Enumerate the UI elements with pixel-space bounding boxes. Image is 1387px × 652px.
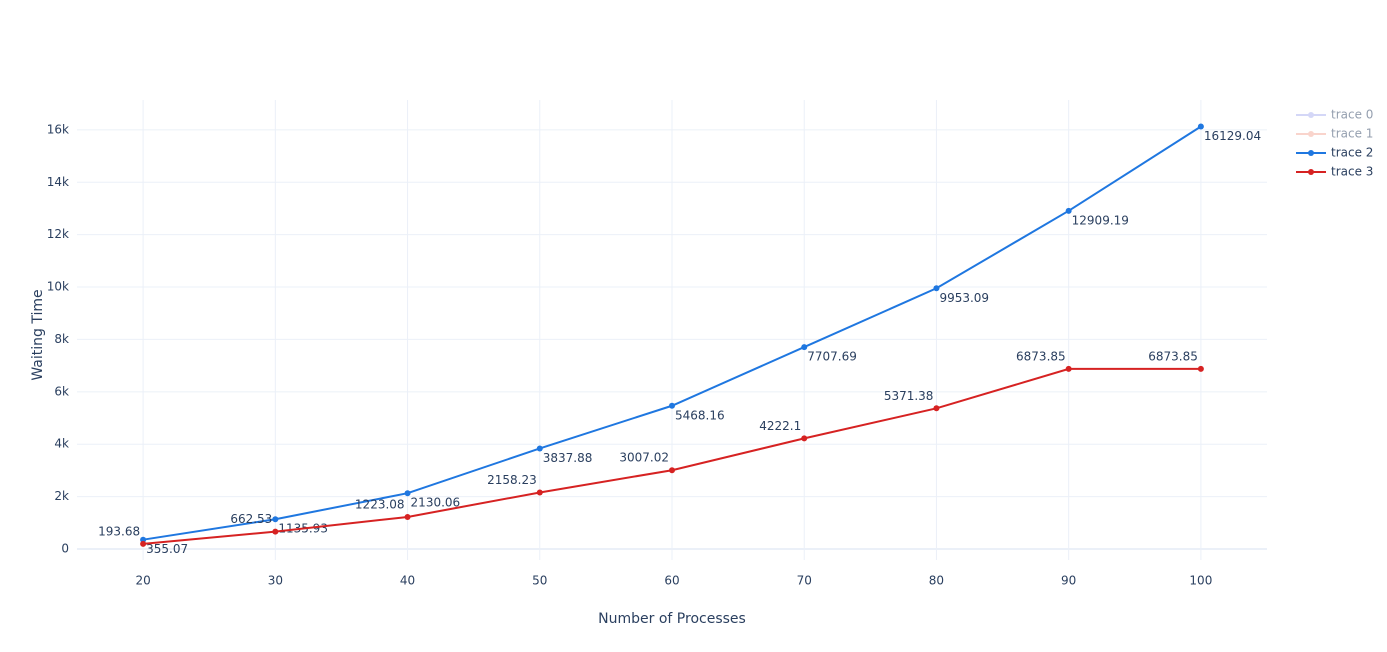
grid: 20 30 40 50 60 70 80 90 100 0 2k 4k 6k 8k 10k 12k 14k 16k — [47, 100, 1267, 588]
marker — [140, 536, 147, 543]
data-label: 3837.88 — [543, 451, 593, 465]
data-label: 1223.08 — [355, 497, 405, 511]
marker — [1197, 365, 1204, 372]
marker — [1065, 365, 1072, 372]
marker — [801, 435, 808, 442]
y-tick-label: 6k — [54, 384, 69, 398]
data-label: 6873.85 — [1148, 349, 1198, 363]
y-tick-label: 16k — [47, 122, 69, 136]
legend-item[interactable]: trace 0 — [1296, 108, 1373, 122]
marker — [801, 344, 808, 351]
y-axis-title: Waiting Time — [30, 289, 46, 380]
legend: trace 0 trace 1 trace 2 trace 3 — [1296, 108, 1373, 179]
marker — [669, 402, 675, 409]
marker — [404, 490, 411, 497]
data-label: 12909.19 — [1072, 213, 1129, 227]
data-label: 355.07 — [146, 542, 188, 556]
data-label: 2158.23 — [487, 473, 537, 487]
data-label: 3007.02 — [619, 451, 669, 465]
marker — [272, 528, 279, 535]
data-label: 662.53 — [230, 512, 272, 526]
marker — [536, 489, 543, 496]
marker — [1197, 123, 1204, 130]
data-label: 6873.85 — [1016, 349, 1066, 363]
data-label: 5371.38 — [884, 389, 934, 403]
data-label: 16129.04 — [1204, 129, 1261, 143]
legend-label: trace 3 — [1331, 165, 1373, 179]
y-tick-label: 2k — [54, 489, 69, 503]
data-label: 2130.06 — [411, 496, 461, 510]
plot: 355.071135.932130.063837.885468.167707.6… — [98, 123, 1261, 556]
x-tick-label: 80 — [929, 574, 944, 588]
legend-marker — [1308, 131, 1314, 137]
x-tick-label: 50 — [532, 574, 547, 588]
x-tick-label: 20 — [135, 574, 150, 588]
legend-item[interactable]: trace 3 — [1296, 165, 1373, 179]
marker — [1065, 207, 1072, 214]
marker — [536, 445, 543, 452]
legend-label: trace 2 — [1331, 146, 1373, 160]
legend-item[interactable]: trace 2 — [1296, 146, 1373, 160]
y-tick-label: 14k — [47, 175, 69, 189]
legend-marker — [1308, 112, 1314, 118]
marker — [669, 467, 675, 474]
x-axis-title: Number of Processes — [598, 611, 746, 627]
x-tick-label: 60 — [664, 574, 679, 588]
legend-marker — [1308, 169, 1314, 175]
data-label: 4222.1 — [759, 419, 801, 433]
marker — [140, 540, 147, 547]
x-tick-label: 30 — [268, 574, 283, 588]
y-tick-label: 0 — [61, 541, 69, 555]
x-tick-label: 90 — [1061, 574, 1076, 588]
data-label: 193.68 — [98, 524, 140, 538]
legend-label: trace 0 — [1331, 108, 1373, 122]
x-tick-label: 40 — [400, 574, 415, 588]
data-label: 7707.69 — [807, 350, 857, 364]
marker — [933, 285, 940, 292]
marker — [404, 513, 411, 520]
marker — [272, 516, 279, 523]
legend-marker — [1308, 150, 1314, 156]
y-tick-label: 4k — [54, 437, 69, 451]
y-tick-label: 12k — [47, 227, 69, 241]
data-label: 5468.16 — [675, 408, 725, 422]
x-tick-label: 70 — [797, 574, 812, 588]
marker — [933, 405, 940, 412]
x-tick-label: 100 — [1189, 574, 1212, 588]
y-tick-label: 8k — [54, 332, 69, 346]
y-tick-label: 10k — [47, 280, 69, 294]
data-label: 9953.09 — [939, 291, 989, 305]
legend-label: trace 1 — [1331, 127, 1373, 141]
legend-item[interactable]: trace 1 — [1296, 127, 1373, 141]
